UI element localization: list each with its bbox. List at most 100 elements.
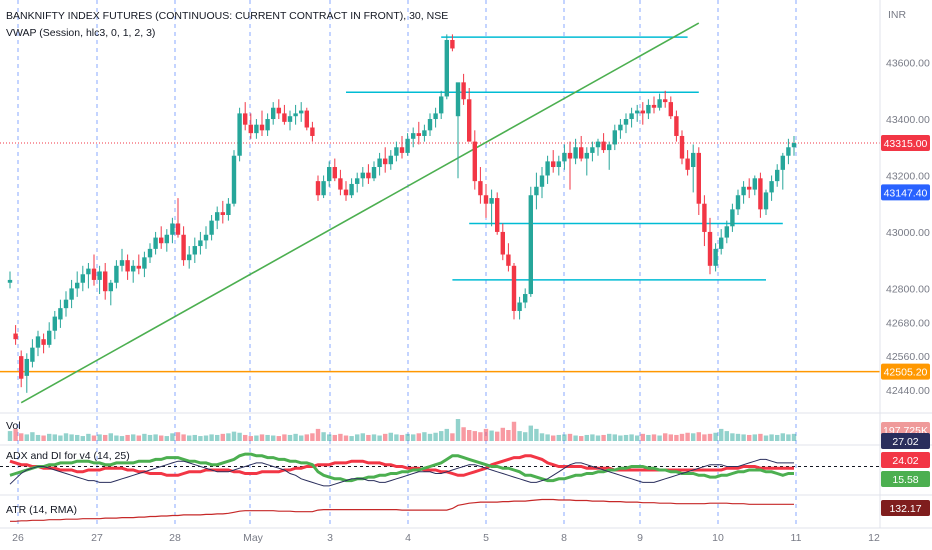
time-tick-label: 28 (169, 532, 181, 544)
candle-body (511, 265, 517, 311)
candle-body (13, 333, 18, 340)
volume-bar (562, 434, 567, 441)
volume-bar (696, 432, 701, 441)
volume-bar (203, 435, 209, 441)
volume-bar (164, 436, 169, 441)
time-tick-label: 11 (791, 532, 802, 544)
volume-bar (455, 419, 461, 441)
candle-body (371, 167, 377, 179)
volume-bar (427, 433, 433, 441)
candle-body (623, 119, 629, 125)
volume-bar (752, 434, 757, 441)
candle-body (69, 288, 74, 300)
volume-bar (293, 433, 298, 441)
last-price-badge: 43315.00 (884, 138, 928, 150)
di-minus-badge: 24.02 (892, 455, 918, 467)
volume-bar (24, 434, 29, 441)
candle-body (483, 195, 489, 204)
volume-legend[interactable]: Vol (6, 420, 21, 432)
volume-bar (674, 434, 679, 441)
volume-bar (433, 432, 438, 441)
volume-bar (607, 433, 612, 441)
candle-body (668, 102, 673, 117)
price-axis: INR 43600.00 43400.00 43200.00 43000.00 42800… (0, 0, 932, 529)
volume-bar (668, 434, 673, 441)
volume-bar (170, 433, 175, 441)
candle-body (719, 237, 724, 249)
candle-body (327, 167, 332, 182)
candle-body (231, 155, 237, 204)
candle-body (450, 40, 455, 49)
candle-body (752, 178, 757, 190)
candle-body (724, 226, 729, 238)
volume-bar (366, 434, 371, 441)
candle-body (584, 152, 589, 159)
di-plus-badge: 15.58 (892, 474, 918, 486)
volume-bar (175, 432, 181, 441)
volume-bar (394, 434, 399, 441)
candle-body (551, 161, 556, 168)
atr-pane (10, 498, 794, 522)
price-tick-label: 43200.00 (886, 170, 930, 182)
time-tick-label: 4 (405, 532, 411, 544)
volume-bar (506, 430, 511, 441)
vwap-legend[interactable]: VWAP (Session, hlc3, 0, 1, 2, 3) (6, 27, 156, 39)
candle-body (663, 99, 668, 103)
candle-body (237, 113, 242, 156)
candle-body (383, 158, 388, 165)
volume-bar (310, 433, 315, 441)
volume-bar (271, 435, 276, 441)
volume-bar (63, 433, 69, 441)
volume-bar (159, 435, 164, 441)
volume-bar (685, 432, 690, 441)
candle-body (763, 192, 769, 210)
volume-bar (629, 434, 634, 441)
volume-bar (248, 436, 253, 441)
volume-bar (7, 431, 13, 441)
adx-legend[interactable]: ADX and DI for v4 (14, 25) (6, 450, 130, 462)
volume-bar (187, 435, 192, 441)
volume-bar (181, 434, 186, 441)
volume-bar (590, 434, 595, 441)
volume-bars (7, 419, 797, 441)
volume-bar (702, 434, 707, 441)
volume-bar (775, 434, 780, 441)
price-labels: 43315.0043147.4042505.20197.725K27.0224.… (881, 135, 930, 516)
volume-bar (523, 432, 528, 441)
candle-body (86, 268, 91, 275)
candle-body (422, 130, 427, 136)
candle-body (377, 158, 382, 168)
volume-bar (478, 432, 483, 441)
candle-body (713, 248, 718, 266)
horizontal-lines (0, 36, 880, 373)
candle-body (506, 254, 511, 266)
volume-bar (388, 432, 393, 441)
volume-bar (483, 428, 489, 441)
volume-bar (19, 433, 24, 441)
time-axis: 26 27 28 May 3 4 5 8 9 10 11 12 (12, 532, 880, 544)
candle-body (780, 155, 785, 170)
candle-body (114, 265, 119, 283)
candle-body (159, 237, 164, 244)
time-tick-label: 10 (712, 532, 724, 544)
candle-body (685, 158, 690, 170)
candle-body (495, 198, 500, 232)
volume-bar (383, 433, 388, 441)
candle-body (75, 282, 80, 289)
candle-body (220, 212, 225, 215)
candle-body (332, 167, 337, 179)
support-badge-bg (881, 363, 930, 380)
candle-body (254, 124, 259, 134)
price-tick-label: 42680.00 (886, 317, 930, 329)
chart-title[interactable]: BANKNIFTY INDEX FUTURES (CONTINUOUS: CUR… (6, 10, 449, 22)
volume-bar (243, 434, 248, 441)
adx-badge: 27.02 (892, 436, 918, 448)
volume-bar (623, 434, 629, 441)
candle-body (276, 107, 281, 114)
candle-body (103, 271, 108, 292)
candle-body (769, 181, 774, 193)
candle-body (595, 141, 601, 148)
atr-legend[interactable]: ATR (14, RMA) (6, 504, 77, 516)
volume-bar (215, 434, 220, 441)
